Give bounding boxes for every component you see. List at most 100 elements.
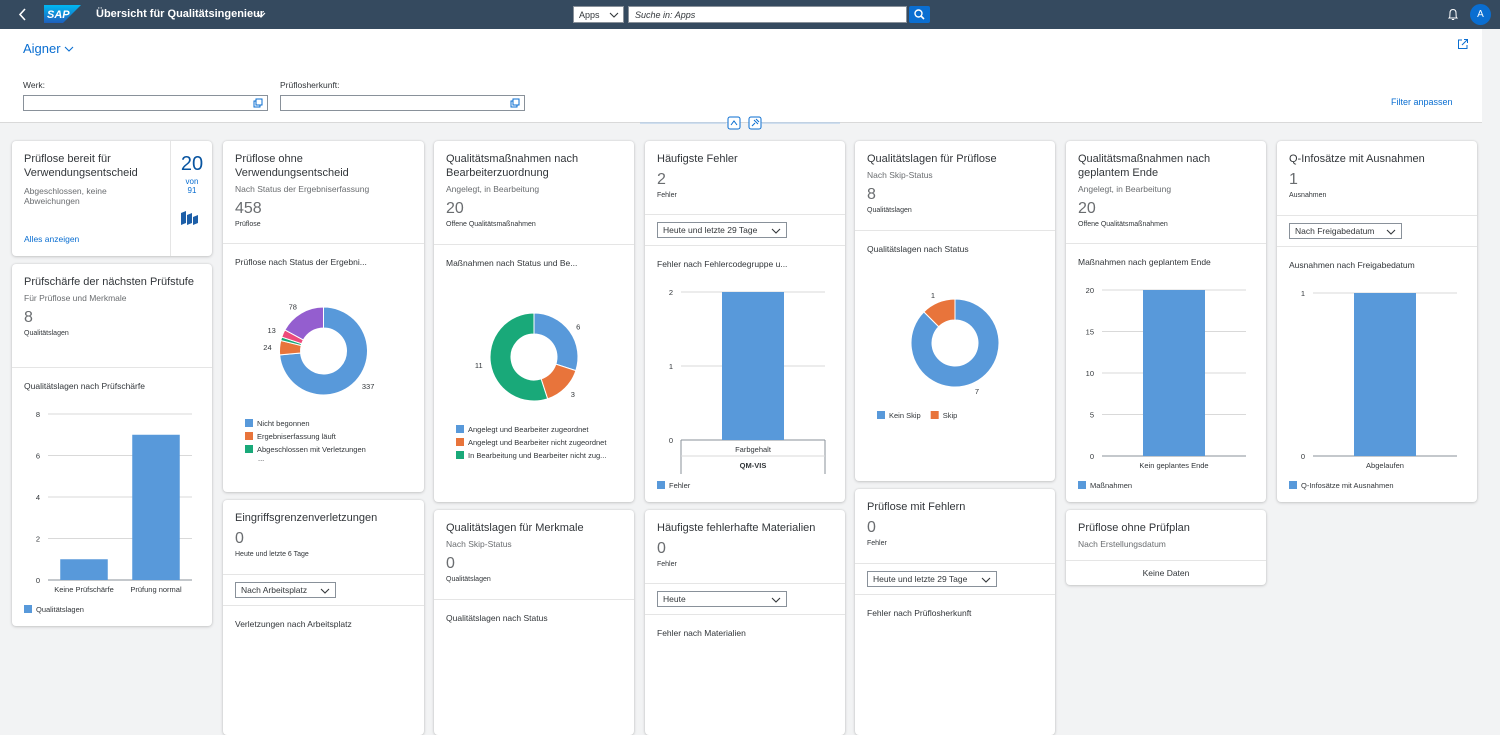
kpi-value: 458 [235,200,262,217]
y-tick-label: 15 [1086,328,1094,337]
value-help[interactable] [253,98,263,108]
kpi-value: 20 [446,200,464,217]
legend-swatch [456,451,464,459]
donut-segment[interactable] [923,298,956,328]
donut-segment[interactable] [284,306,324,341]
card-subtitle: Nach Skip-Status [867,170,933,180]
card-header[interactable]: Qualitätslagen für Merkmale Nach Skip-Sta… [434,510,634,600]
notifications[interactable] [1447,8,1459,21]
dropdown[interactable]: Nach Freigabedatum [1289,223,1402,239]
card-subtitle: Abgeschlossen, keine Abweichungen [24,186,107,206]
title-chevron[interactable] [256,11,266,19]
chart: 0 2 4 6 8 Keine Prüfschärfe Prüfung normal Qual… [24,410,192,614]
dropdown-chevron [771,228,781,234]
search-button[interactable] [909,6,930,23]
card-header[interactable]: Qualitätsmaßnahmen nach Bearbeiterzuordn… [434,141,634,245]
legend-label[interactable]: Kein Skip [889,411,921,420]
card-header[interactable]: Qualitätsmaßnahmen nach geplantem Ende An… [1066,141,1266,244]
card-header[interactable]: Prüflose mit Fehlern 0 Fehler [855,489,1055,564]
dropdown[interactable]: Heute und letzte 29 Tage [867,571,997,587]
card-title: Qualitätslagen für Merkmale [446,522,584,534]
kpi-unit: Qualitätslagen [24,330,69,337]
y-tick-label: 0 [669,436,673,445]
filter-input[interactable] [23,95,268,111]
legend-label[interactable]: Fehler [669,481,691,490]
dropdown-section: Nach Arbeitsplatz [223,575,424,606]
y-tick-label: 6 [36,452,40,461]
card-title: Häufigste Fehler [657,153,738,165]
dropdown[interactable]: Nach Arbeitsplatz [235,582,336,598]
kpi-value: 0 [867,519,876,536]
card: Häufigste fehlerhafte Materialien 0 Fehler… [645,510,845,735]
variant-name[interactable]: Aigner [23,41,61,56]
card-header[interactable]: Häufigste fehlerhafte Materialien 0 Fehler [645,510,845,584]
kpi-value: 0 [446,555,455,572]
legend-label[interactable]: Abgeschlossen mit Verletzungen [257,445,366,454]
legend-swatch [1078,481,1086,489]
kpi-value: 20 [1078,200,1096,217]
legend-label[interactable]: Maßnahmen [1090,481,1132,490]
filter-input[interactable] [280,95,525,111]
card: Eingriffsgrenzenverletzungen 0 Heute und l… [223,500,424,735]
sap-logo[interactable]: SAP [44,5,82,23]
kpi-value: 20 [180,153,204,175]
card-header[interactable]: Häufigste Fehler 2 Fehler [645,141,845,215]
donut-segment[interactable] [489,312,549,402]
app-title[interactable]: Übersicht für Qualitätsingenieur [96,8,265,20]
card-header[interactable]: Prüflose ohne Prüfplan Nach Erstellungsda… [1066,510,1266,561]
chevron-icon [1386,229,1396,235]
card-header[interactable]: Prüfschärfe der nächsten Prüfstufe Für Pr… [12,264,212,368]
card-subtitle: Nach Erstellungsdatum [1078,539,1166,549]
no-data: Keine Daten [1142,568,1190,578]
icon-shape [193,215,198,225]
chart-title: Fehler nach Prüflosherkunft [867,608,972,618]
chart-title: Fehler nach Fehlercodegruppe u... [657,259,788,269]
legend-label[interactable]: Qualitätslagen [36,605,84,614]
card-title: Prüflose mit Fehlern [867,501,966,513]
variant-chevron[interactable] [64,45,74,53]
kpi-value: 1 [1289,171,1298,188]
adapt-filters[interactable]: Filter anpassen [1391,97,1453,107]
value-help[interactable] [510,98,520,108]
search-input[interactable]: Suche in: Apps [628,6,907,23]
tile-icon [181,211,198,225]
legend-label[interactable]: In Bearbeitung und Bearbeiter nicht zug.… [468,451,606,460]
donut-segment[interactable] [279,306,368,396]
legend-swatch [930,411,939,419]
card-header[interactable]: Prüflose ohne Verwendungsentscheid Nach S… [223,141,424,244]
card-header[interactable]: Eingriffsgrenzenverletzungen 0 Heute und l… [223,500,424,575]
bar [132,434,180,580]
legend-label[interactable]: Angelegt und Bearbeiter zugeordnet [468,425,589,434]
legend-swatch [877,411,885,419]
back-button[interactable] [14,6,30,23]
legend-label[interactable]: Angelegt und Bearbeiter nicht zugeordnet [468,438,607,447]
logo-text: SAP [47,9,70,21]
share-button[interactable] [1457,38,1469,50]
data-label: 337 [362,382,375,391]
donut-segment[interactable] [910,298,1000,388]
data-label: 13 [267,326,275,335]
collapse-button[interactable] [727,116,741,130]
donut-segment[interactable] [533,312,579,372]
user-avatar[interactable]: A [1470,4,1491,25]
chevron-icon [771,597,781,603]
kpi-unit: Qualitätslagen [867,207,912,214]
card: Prüflose ohne Verwendungsentscheid Nach S… [223,141,424,492]
show-all-link[interactable]: Alles anzeigen [24,234,80,244]
search-scope[interactable]: Apps [573,6,624,23]
legend-swatch [456,438,464,446]
legend-label[interactable]: Skip [943,411,958,420]
dropdown[interactable]: Heute [657,591,787,607]
card-header[interactable]: Q-Infosätze mit Ausnahmen 1 Ausnahmen [1277,141,1477,216]
legend-label[interactable]: Nicht begonnen [257,419,310,428]
bar [722,292,784,440]
legend-label[interactable]: Ergebniserfassung läuft [257,432,337,441]
chart-title: Fehler nach Materialien [657,628,746,638]
dropdown[interactable]: Heute und letzte 29 Tage [657,222,787,238]
card-header[interactable]: Qualitätslagen für Prüflose Nach Skip-Sta… [855,141,1055,231]
x-tick-label: Keine Prüfschärfe [54,585,114,594]
card: Prüflose mit Fehlern 0 Fehler Heute und let… [855,489,1055,735]
card-header[interactable]: Prüflose bereit für Verwendungsentscheid… [12,141,170,256]
y-tick-label: 8 [36,410,40,419]
legend-label[interactable]: Q-Infosätze mit Ausnahmen [1301,481,1394,490]
